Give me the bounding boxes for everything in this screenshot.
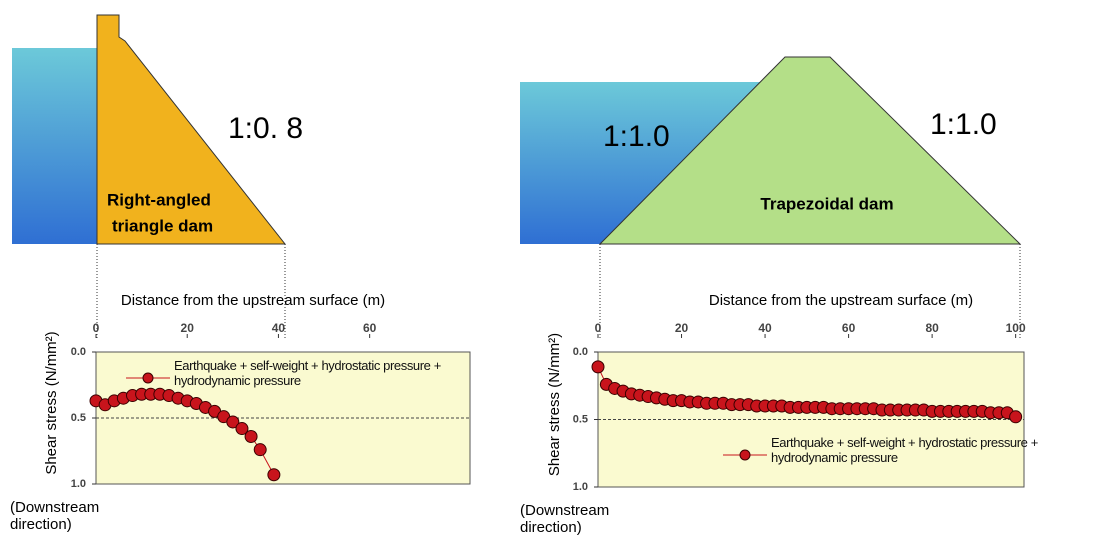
water [12,48,98,244]
x-tick-label: 60 [842,321,856,335]
dam-name: triangle dam [112,216,213,235]
annotation: direction) [520,519,582,536]
dam-name: Trapezoidal dam [760,194,893,213]
legend-label: Earthquake + self-weight + hydrostatic p… [174,358,504,388]
x-tick-label: 40 [272,321,286,335]
annotation: (Downstream [10,499,99,516]
point [245,430,257,442]
legend-label: Earthquake + self-weight + hydrostatic p… [771,435,1101,465]
x-tick-label: 40 [758,321,772,335]
x-tick-label: 100 [1006,321,1026,335]
y-tick-label: 0.5 [71,412,86,424]
y-tick-label: 0.0 [71,346,86,358]
x-tick-label: 0 [595,321,602,335]
dam-name: Right-angled [107,190,211,209]
x-tick-label: 20 [181,321,195,335]
y-tick-label: 0.0 [573,346,588,358]
point [268,469,280,481]
x-tick-label: 80 [925,321,939,335]
point [592,361,604,373]
slope-label: 1:0. 8 [228,112,303,145]
y-tick-label: 1.0 [71,478,86,490]
slope-label: 1:1.0 [930,108,997,141]
x-tick-label: 60 [363,321,377,335]
x-axis-label: Distance from the upstream surface (m) [121,292,385,309]
x-tick-label: 0 [93,321,100,335]
slope-label: 1:1.0 [603,120,670,153]
y-tick-label: 0.5 [573,413,588,425]
annotation: direction) [10,516,72,533]
y-axis-label: Shear stress (N/mm²) [546,333,563,476]
page: 1:0. 8 Right-angled triangle dam 1:1.0 1… [0,0,1111,541]
y-tick-label: 1.0 [573,481,588,493]
point [1010,411,1022,423]
y-axis-label: Shear stress (N/mm²) [43,331,60,474]
legend-marker [740,450,750,460]
x-axis-label: Distance from the upstream surface (m) [709,292,973,309]
annotation: (Downstream [520,502,609,519]
x-tick-label: 20 [675,321,689,335]
legend-marker [143,373,153,383]
point [254,444,266,456]
